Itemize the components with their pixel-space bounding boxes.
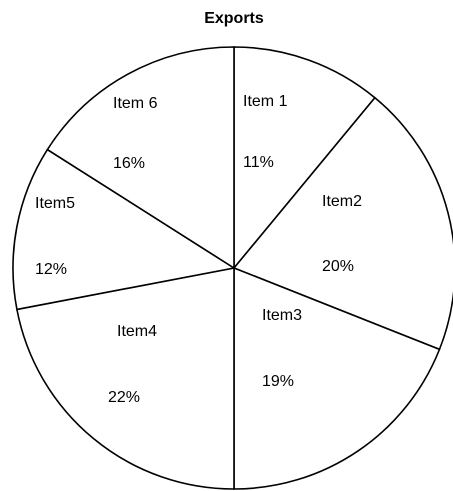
slice-value-label-4: 22%	[108, 389, 140, 406]
slice-value-label-1: 11%	[243, 154, 274, 171]
slice-label-6: Item 6	[113, 95, 158, 112]
slice-value-label-6: 16%	[113, 155, 145, 172]
slice-value-label-2: 20%	[322, 258, 354, 275]
slice-label-5: Item5	[35, 195, 75, 212]
slice-label-2: Item2	[322, 193, 362, 210]
slice-label-3: Item3	[262, 307, 302, 324]
slice-value-label-5: 12%	[35, 261, 67, 278]
pie-slices	[13, 47, 453, 489]
slice-label-1: Item 1	[243, 93, 288, 110]
chart-title: Exports	[204, 10, 264, 27]
slice-value-label-3: 19%	[262, 373, 294, 390]
slice-label-4: Item4	[117, 323, 157, 340]
